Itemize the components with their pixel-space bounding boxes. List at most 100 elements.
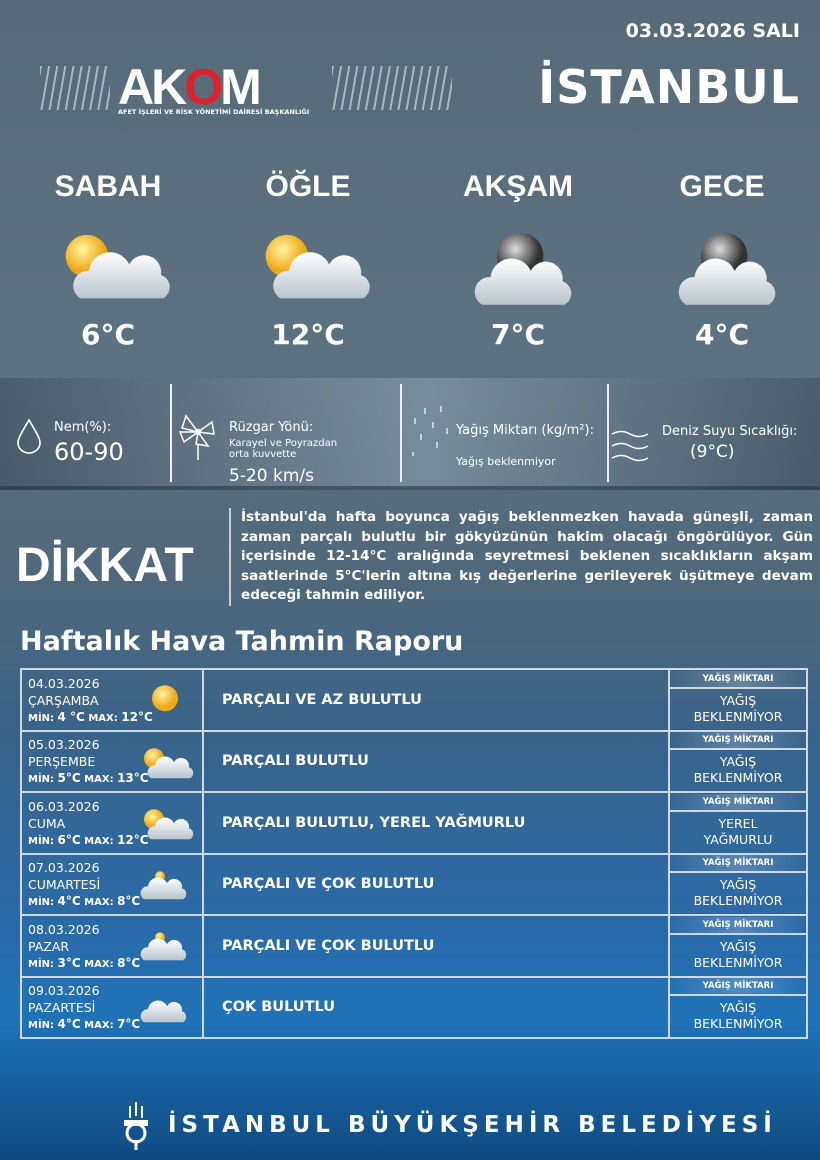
table-row: 04.03.2026 ÇARŞAMBA MİN: 4 °C MAX: 12°C … (20, 668, 808, 732)
row-minmax: MİN: 4°C MAX: 7°C (28, 1017, 141, 1032)
row-day: PERŞEMBE (28, 754, 96, 770)
sun-icon (152, 685, 178, 712)
precip-header: YAĞIŞ MİKTARI (670, 855, 806, 874)
moon-cloud-icon (678, 232, 776, 305)
warning-title: DİKKAT (16, 539, 194, 592)
period-temp: 7°C (490, 318, 546, 351)
row-day: PAZAR (28, 938, 70, 954)
row-date: 08.03.2026 (28, 921, 100, 937)
day-cell: 07.03.2026 CUMARTESİ MİN: 4°C MAX: 8°C (20, 852, 204, 916)
precip-value: YAĞIŞ BEKLENMİYOR (693, 1000, 783, 1032)
humidity-label: Nem(%): (54, 420, 112, 435)
info-band: Nem(%): 60-90 Rüzgar Yönü: Karayel ve Po… (0, 378, 820, 490)
period-name: ÖĞLE (265, 170, 351, 203)
city-title: İSTANBUL (538, 60, 800, 114)
table-row: 05.03.2026 PERŞEMBE MİN: 5°C MAX: 13°C P… (20, 729, 808, 793)
row-description: PARÇALI BULUTLU (202, 729, 670, 793)
period-3: GECE 4°C (642, 170, 802, 351)
row-description: PARÇALI VE ÇOK BULUTLU (202, 914, 670, 978)
wind-label: Rüzgar Yönü: (229, 420, 314, 435)
sun-cloud-icon (144, 747, 194, 778)
row-description: PARÇALI BULUTLU, YEREL YAĞMURLU (202, 791, 670, 855)
precip-header: YAĞIŞ MİKTARI (670, 793, 806, 812)
precip-header: YAĞIŞ MİKTARI (670, 916, 806, 935)
row-description: PARÇALI VE AZ BULUTLU (202, 668, 670, 732)
row-date: 04.03.2026 (28, 675, 100, 691)
sea-temp-label: Deniz Suyu Sıcaklığı: (662, 424, 798, 439)
period-0: SABAH 6°C (28, 170, 188, 351)
precip-value: YAĞIŞ BEKLENMİYOR (693, 877, 783, 909)
day-cell: 05.03.2026 PERŞEMBE MİN: 5°C MAX: 13°C (20, 729, 204, 793)
weekly-title: Haftalık Hava Tahmin Raporu (20, 626, 464, 657)
day-cell: 08.03.2026 PAZAR MİN: 3°C MAX: 8°C (20, 914, 204, 978)
moon-cloud-icon (474, 232, 572, 305)
row-minmax: MİN: 5°C MAX: 13°C (28, 771, 149, 786)
row-date: 07.03.2026 (28, 860, 100, 876)
row-day: CUMA (28, 815, 66, 831)
precip-cell: YAĞIŞ MİKTARI YAĞIŞ BEKLENMİYOR (668, 914, 808, 978)
row-date: 05.03.2026 (28, 737, 100, 753)
day-cell: 04.03.2026 ÇARŞAMBA MİN: 4 °C MAX: 12°C (20, 668, 204, 732)
period-name: SABAH (54, 170, 162, 203)
precip-value: YAĞIŞ BEKLENMİYOR (693, 692, 783, 724)
row-minmax: MİN: 4°C MAX: 8°C (28, 894, 141, 909)
cloud-small-sun-icon (140, 870, 187, 899)
row-description: PARÇALI VE ÇOK BULUTLU (202, 852, 670, 916)
sun-cloud-icon (144, 809, 194, 840)
table-row: 06.03.2026 CUMA MİN: 6°C MAX: 12°C PARÇA… (20, 791, 808, 855)
period-1: ÖĞLE 12°C (228, 170, 388, 351)
row-day: CUMARTESİ (28, 877, 101, 893)
date: 03.03.2026 SALI (625, 20, 800, 42)
footer-text: İSTANBUL BÜYÜKŞEHİR BELEDİYESİ (168, 1112, 777, 1138)
wind-desc: Karayel ve Poyrazdan orta kuvvette (229, 438, 338, 460)
humidity-value: 60-90 (54, 438, 124, 466)
footer: İSTANBUL BÜYÜKŞEHİR BELEDİYESİ (118, 1100, 777, 1150)
wind-value: 5-20 km/s (229, 466, 314, 486)
ibb-logo-icon (124, 1102, 148, 1150)
waves-icon (611, 430, 649, 462)
sun-cloud-icon (265, 234, 370, 299)
row-minmax: MİN: 3°C MAX: 8°C (28, 955, 141, 970)
table-row: 09.03.2026 PAZARTESİ MİN: 4°C MAX: 7°C Ç… (20, 975, 808, 1039)
warning-text: İstanbul'da hafta boyunca yağış beklenme… (229, 508, 813, 606)
period-name: GECE (679, 170, 765, 203)
precip-cell: YAĞIŞ MİKTARI YEREL YAĞMURLU (668, 791, 808, 855)
row-minmax: MİN: 6°C MAX: 12°C (28, 832, 149, 847)
cloud-icon (140, 999, 187, 1022)
precip-header: YAĞIŞ MİKTARI (670, 670, 806, 689)
row-day: ÇARŞAMBA (28, 692, 99, 708)
pinwheel-icon (178, 414, 215, 460)
day-cell: 06.03.2026 CUMA MİN: 6°C MAX: 12°C (20, 791, 204, 855)
precip-cell: YAĞIŞ MİKTARI YAĞIŞ BEKLENMİYOR (668, 852, 808, 916)
weekly-table: 04.03.2026 ÇARŞAMBA MİN: 4 °C MAX: 12°C … (20, 668, 808, 1039)
sea-temp-value: (9°C) (690, 442, 735, 462)
period-name: AKŞAM (463, 170, 573, 203)
sun-cloud-icon (65, 234, 170, 299)
row-date: 09.03.2026 (28, 983, 100, 999)
precip-header: YAĞIŞ MİKTARI (670, 978, 806, 997)
row-minmax: MİN: 4 °C MAX: 12°C (28, 709, 153, 724)
precip-cell: YAĞIŞ MİKTARI YAĞIŞ BEKLENMİYOR (668, 975, 808, 1039)
period-temp: 6°C (80, 318, 136, 351)
precip-cell: YAĞIŞ MİKTARI YAĞIŞ BEKLENMİYOR (668, 668, 808, 732)
precip-value: YAĞIŞ BEKLENMİYOR (693, 938, 783, 970)
precip-cell: YAĞIŞ MİKTARI YAĞIŞ BEKLENMİYOR (668, 729, 808, 793)
day-cell: 09.03.2026 PAZARTESİ MİN: 4°C MAX: 7°C (20, 975, 204, 1039)
precip-value: YEREL YAĞMURLU (703, 815, 773, 847)
row-date: 06.03.2026 (28, 798, 100, 814)
akom-logo: AKOM AFET İŞLERİ VE RİSK YÖNETİMİ DAİRES… (40, 59, 452, 122)
period-2: AKŞAM 7°C (438, 170, 598, 351)
rain-icon (412, 406, 448, 456)
period-temp: 4°C (694, 318, 750, 351)
table-row: 08.03.2026 PAZAR MİN: 3°C MAX: 8°C PARÇA… (20, 914, 808, 978)
table-row: 07.03.2026 CUMARTESİ MİN: 4°C MAX: 8°C P… (20, 852, 808, 916)
precip-value: YAĞIŞ BEKLENMİYOR (693, 754, 783, 786)
precip-header: YAĞIŞ MİKTARI (670, 732, 806, 751)
logo-subtitle: AFET İŞLERİ VE RİSK YÖNETİMİ DAİRESİ BAŞ… (118, 108, 310, 116)
cloud-small-sun-icon (140, 932, 187, 961)
precip-label: Yağış Miktarı (kg/m²): (456, 423, 594, 438)
period-temp: 12°C (271, 318, 345, 351)
water-drop-icon (17, 418, 41, 454)
row-day: PAZARTESİ (28, 1000, 96, 1016)
row-description: ÇOK BULUTLU (202, 975, 670, 1039)
